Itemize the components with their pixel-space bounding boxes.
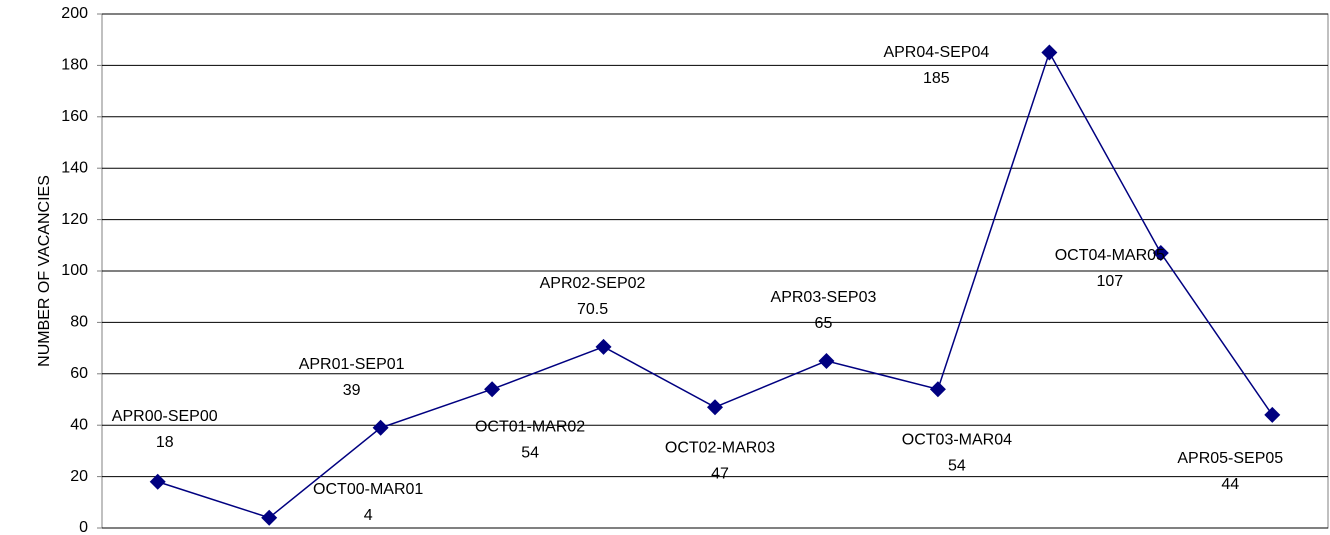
point-marker — [261, 509, 278, 526]
point-category-label: OCT01-MAR02 — [475, 418, 585, 435]
point-marker — [1264, 406, 1281, 423]
y-tick-label: 140 — [61, 159, 88, 176]
point-category-label: APR02-SEP02 — [540, 275, 646, 292]
value-label: 4 — [364, 507, 373, 524]
point-category-label: OCT02-MAR03 — [665, 439, 775, 456]
value-label: 107 — [1096, 273, 1123, 290]
point-category-label: APR05-SEP05 — [1177, 450, 1283, 467]
point-category-label: APR00-SEP00 — [112, 408, 218, 425]
y-tick-label: 180 — [61, 57, 88, 74]
point-marker — [372, 419, 389, 436]
point-category-label: OCT04-MAR05 — [1055, 247, 1165, 264]
point-marker — [818, 352, 835, 369]
y-tick-label: 100 — [61, 262, 88, 279]
point-category-label: APR01-SEP01 — [299, 356, 405, 373]
value-label: 70.5 — [577, 301, 608, 318]
value-label: 185 — [923, 70, 950, 87]
y-tick-label: 200 — [61, 5, 88, 22]
value-label: 47 — [711, 465, 729, 482]
value-label: 65 — [815, 315, 833, 332]
y-axis-label: NUMBER OF VACANCIES — [36, 175, 53, 367]
point-marker — [929, 381, 946, 398]
value-label: 44 — [1221, 476, 1239, 493]
y-tick-label: 0 — [79, 519, 88, 535]
value-label: 54 — [521, 444, 539, 461]
y-tick-label: 120 — [61, 211, 88, 228]
value-label: 54 — [948, 457, 966, 474]
point-category-label: OCT00-MAR01 — [313, 481, 423, 498]
y-tick-label: 20 — [70, 468, 88, 485]
y-tick-label: 60 — [70, 365, 88, 382]
point-marker — [484, 381, 501, 398]
y-tick-label: 160 — [61, 108, 88, 125]
point-marker — [149, 473, 166, 490]
point-category-label: APR03-SEP03 — [771, 289, 877, 306]
point-marker — [1152, 245, 1169, 262]
point-marker — [707, 399, 723, 416]
point-marker — [1041, 44, 1058, 61]
value-label: 39 — [343, 382, 361, 399]
point-category-label: APR04-SEP04 — [883, 44, 989, 61]
point-marker — [595, 338, 612, 355]
y-tick-label: 80 — [70, 314, 88, 331]
value-label: 18 — [156, 434, 174, 451]
point-category-label: OCT03-MAR04 — [902, 431, 1012, 448]
y-tick-label: 40 — [70, 416, 88, 433]
